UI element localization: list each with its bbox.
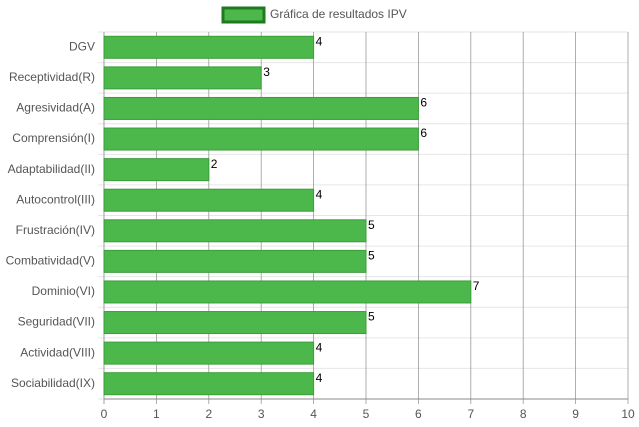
x-tick-label: 9 (572, 407, 579, 421)
y-tick-label: DGV (69, 39, 95, 53)
y-tick-label: Seguridad(VII) (18, 315, 95, 329)
x-tick-label: 10 (621, 407, 635, 421)
x-tick-label: 2 (205, 407, 212, 421)
bar (103, 127, 419, 151)
value-label: 6 (420, 96, 427, 110)
y-tick-label: Adaptabilidad(II) (8, 162, 95, 176)
y-tick-label: Frustración(IV) (16, 223, 95, 237)
y-tick-label: Dominio(VI) (32, 284, 95, 298)
x-tick-label: 8 (520, 407, 527, 421)
value-label: 7 (473, 279, 480, 293)
value-label: 5 (368, 249, 375, 263)
value-label: 4 (316, 371, 323, 385)
bar (103, 311, 367, 335)
value-label: 4 (316, 340, 323, 354)
y-tick-label: Sociabilidad(IX) (11, 376, 95, 390)
bar (103, 96, 419, 120)
value-label: 4 (316, 34, 323, 48)
value-label: 4 (316, 187, 323, 201)
value-label: 3 (263, 65, 270, 79)
bar (103, 249, 367, 273)
y-tick-label: Agresividad(A) (16, 101, 95, 115)
x-tick-label: 3 (258, 407, 265, 421)
bar (103, 188, 315, 212)
y-tick-label: Receptividad(R) (9, 70, 95, 84)
legend-swatch (221, 6, 266, 24)
y-tick-label: Actividad(VIII) (20, 345, 95, 359)
legend-label: Gráfica de resultados IPV (270, 7, 407, 21)
x-tick-label: 1 (153, 407, 160, 421)
value-label: 5 (368, 218, 375, 232)
value-label: 2 (211, 157, 218, 171)
x-tick-label: 0 (101, 407, 108, 421)
bar (103, 219, 367, 243)
value-label: 6 (420, 126, 427, 140)
bar (103, 280, 472, 304)
x-tick-label: 7 (467, 407, 474, 421)
value-label: 5 (368, 310, 375, 324)
x-tick-label: 5 (363, 407, 370, 421)
y-tick-label: Autocontrol(III) (16, 192, 95, 206)
bar (103, 372, 315, 396)
x-tick-label: 6 (415, 407, 422, 421)
bar (103, 35, 315, 59)
x-tick-label: 4 (310, 407, 317, 421)
bar (103, 158, 210, 182)
y-tick-label: Combatividad(V) (6, 254, 95, 268)
bar (103, 66, 262, 90)
y-tick-label: Comprensión(I) (12, 131, 95, 145)
bar (103, 341, 315, 365)
